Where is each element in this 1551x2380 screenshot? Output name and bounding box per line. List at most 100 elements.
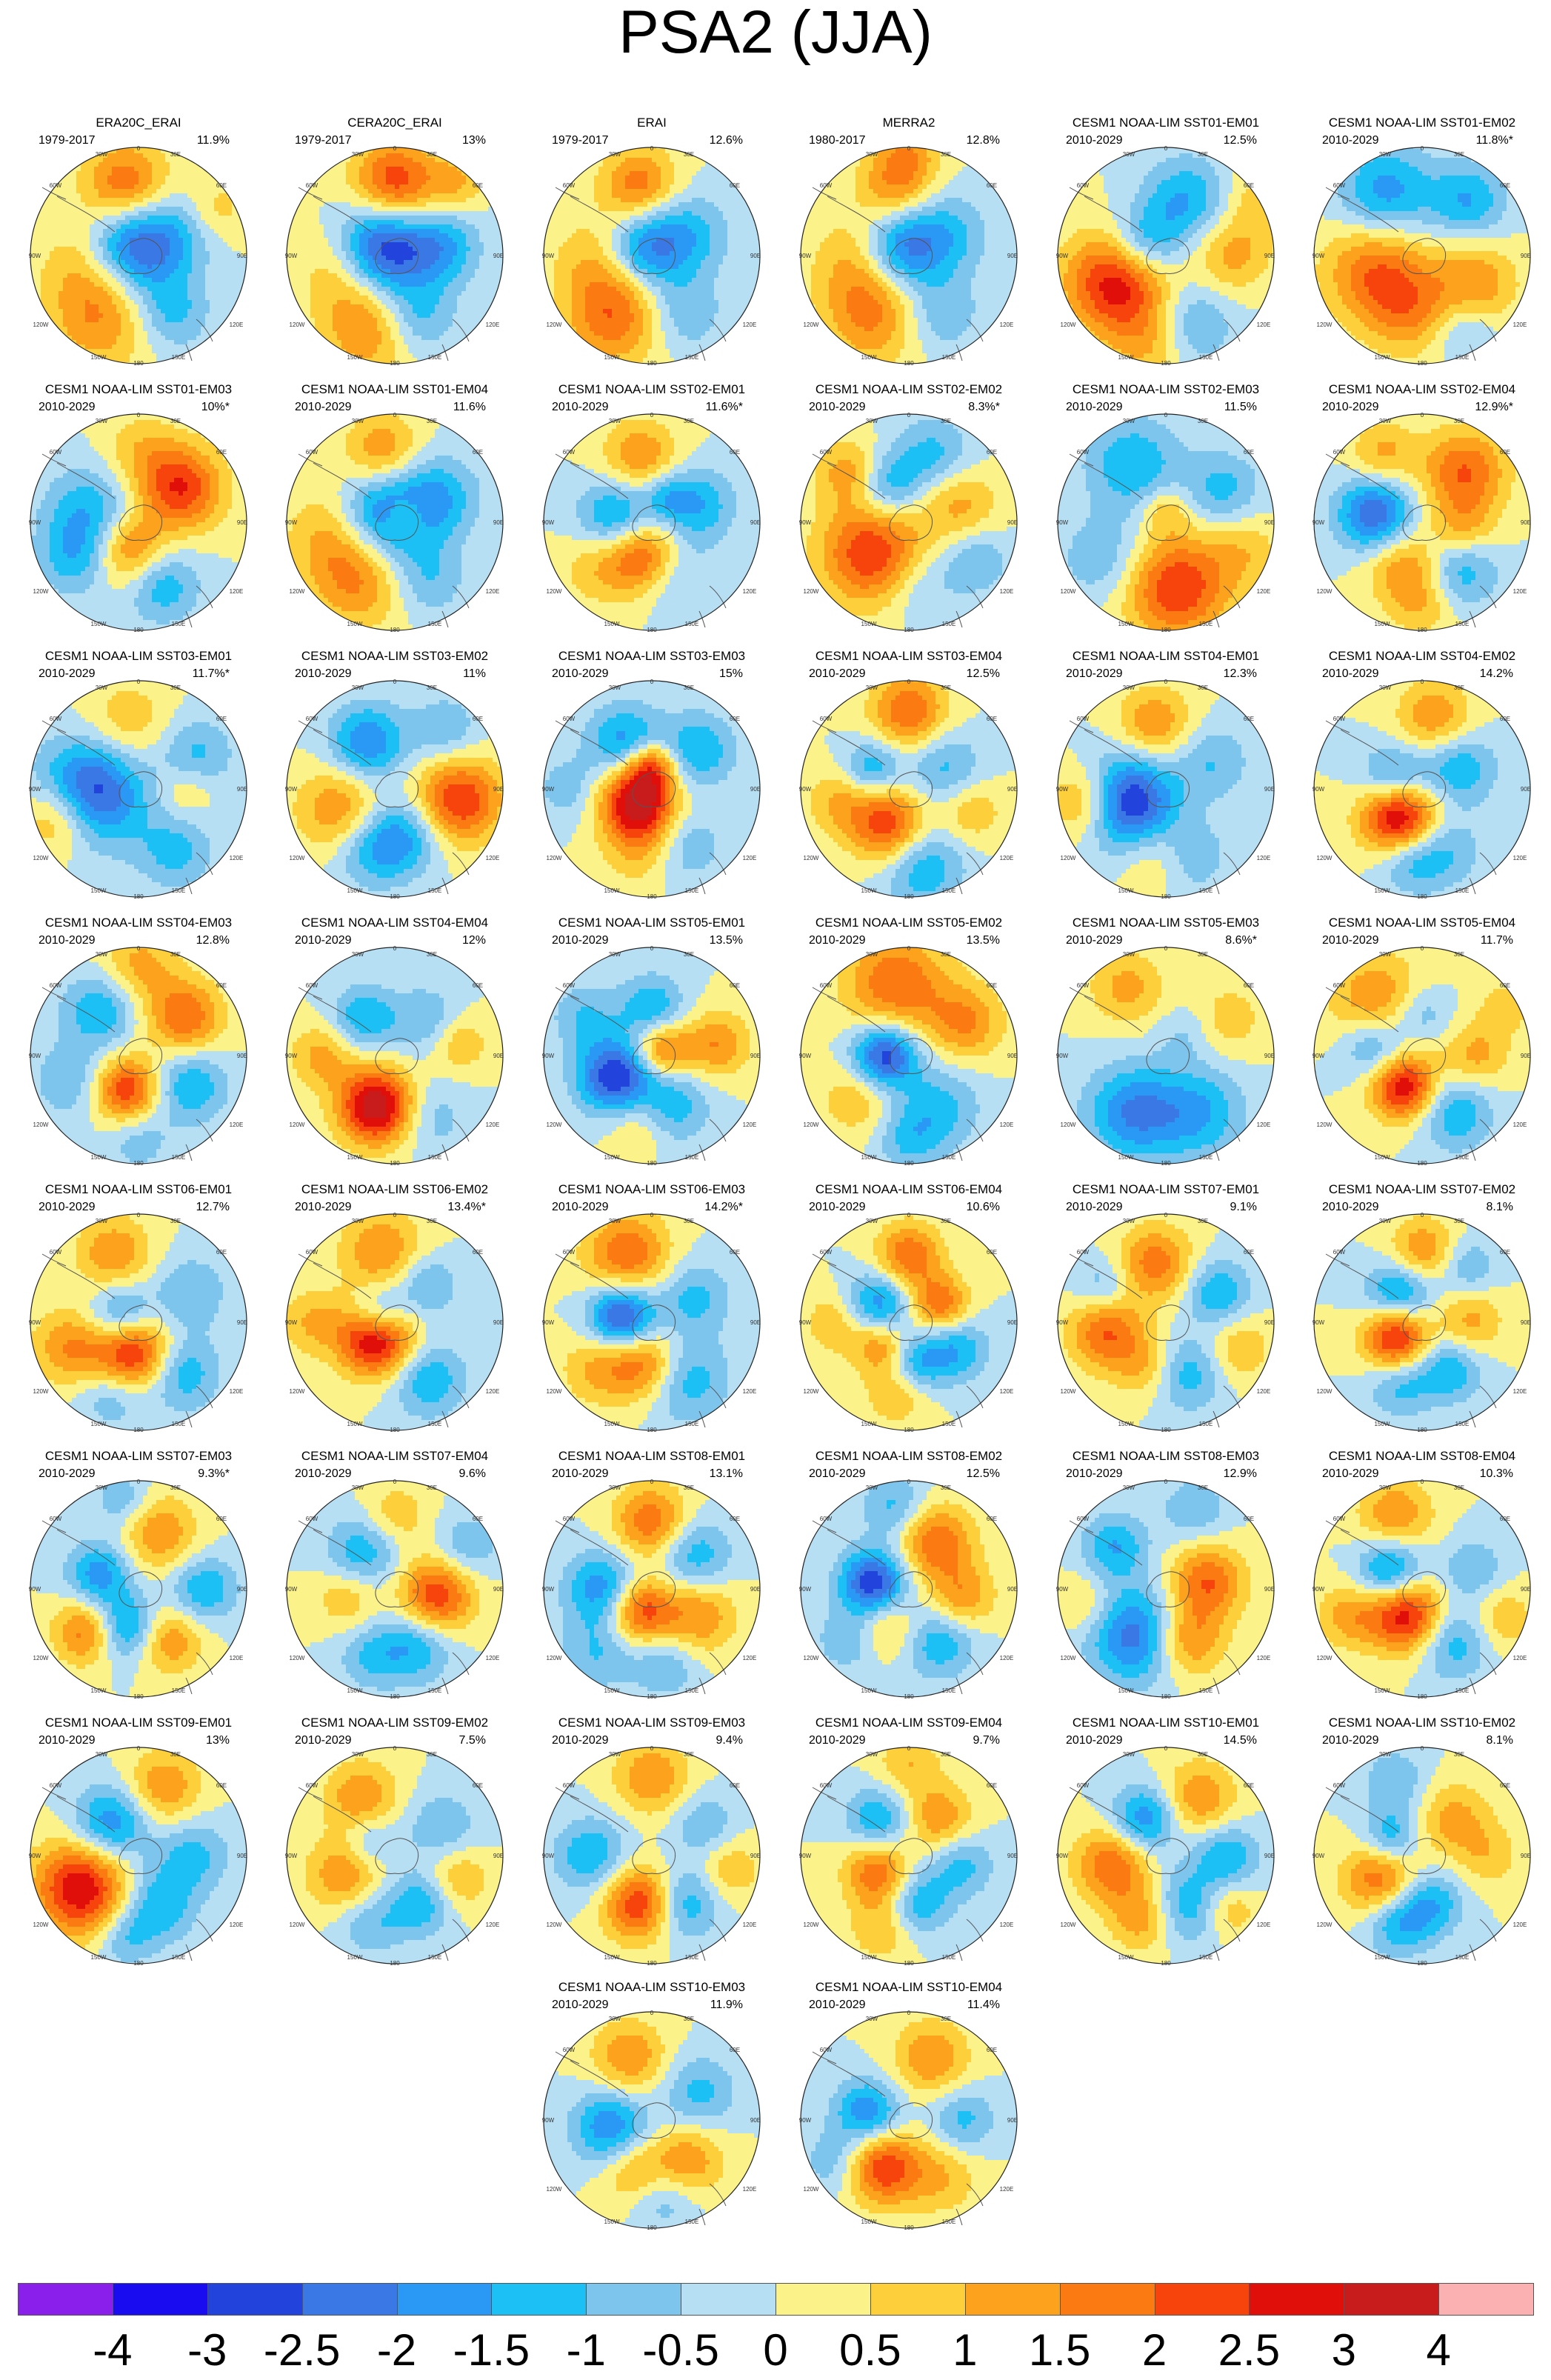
longitude-label: 30W [1379,1484,1392,1491]
longitude-label: 60W [563,449,576,456]
longitude-label: 120W [804,1388,819,1395]
longitude-label: 90W [1312,1853,1325,1859]
longitude-label: 0 [137,145,141,152]
longitude-label: 60E [1244,716,1254,722]
longitude-label: 30W [609,2016,621,2022]
longitude-label: 120E [1257,1655,1271,1661]
panel-title: CESM1 NOAA-LIM SST02-EM04 [1300,381,1544,398]
longitude-label: 60E [730,1249,740,1256]
map-panel: CESM1 NOAA-LIM SST02-EM02 2010-2029 8.3%* 0… [787,381,1031,648]
longitude-label: 90W [1312,1319,1325,1326]
map-panel: CESM1 NOAA-LIM SST06-EM03 2010-2029 14.2%*… [530,1181,774,1448]
longitude-label: 120E [1513,321,1527,328]
longitude-label: 0 [1164,945,1168,952]
longitude-label: 30W [96,951,108,958]
colorbar [18,2283,1533,2317]
longitude-label: 90W [29,786,41,793]
longitude-label: 120W [1317,1121,1332,1128]
longitude-label: 150W [347,354,363,361]
longitude-label: 0 [393,145,397,152]
longitude-label: 0 [907,1212,911,1219]
anomaly-field [798,1211,1020,1433]
longitude-label: 0 [1421,145,1424,152]
panel-title: CESM1 NOAA-LIM SST03-EM04 [787,648,1031,664]
longitude-label: 150W [604,621,620,627]
longitude-label: 150E [1455,887,1470,894]
longitude-label: 90E [1521,253,1531,259]
longitude-label: 150E [172,1421,186,1427]
longitude-label: 30E [941,2016,951,2022]
longitude-label: 0 [650,1745,654,1752]
colorbar-segment [1155,2283,1250,2316]
longitude-label: 150E [942,621,956,627]
panel-title: CESM1 NOAA-LIM SST06-EM03 [530,1181,774,1198]
longitude-label: 30E [170,951,181,958]
longitude-label: 60W [306,1782,318,1789]
longitude-label: 0 [650,1212,654,1219]
longitude-label: 180 [647,627,657,633]
anomaly-field [798,411,1020,633]
longitude-label: 180 [390,360,400,367]
longitude-label: 60E [1244,1249,1254,1256]
map-panel: CESM1 NOAA-LIM SST03-EM02 2010-2029 11% 0 30… [273,648,517,915]
longitude-label: 120E [230,1921,244,1928]
longitude-label: 150E [685,1154,699,1161]
longitude-label: 90E [493,519,504,526]
longitude-label: 180 [904,2224,914,2231]
longitude-label: 90W [799,786,812,793]
longitude-label: 90E [237,1853,247,1859]
longitude-label: 30W [866,951,878,958]
longitude-label: 150E [172,354,186,361]
longitude-label: 120E [1513,1921,1527,1928]
longitude-label: 30E [427,1751,437,1758]
panel-title: CESM1 NOAA-LIM SST10-EM02 [1300,1715,1544,1731]
longitude-label: 180 [647,1693,657,1700]
colorbar-tick-label: 1.5 [1015,2326,1104,2375]
colorbar-tick-label: 2 [1110,2326,1199,2375]
longitude-label: 90E [1521,786,1531,793]
longitude-label: 30E [941,684,951,691]
longitude-label: 120E [743,1655,757,1661]
longitude-label: 150W [91,887,107,894]
longitude-label: 60W [306,716,318,722]
longitude-label: 120W [33,855,49,861]
longitude-label: 120E [743,1121,757,1128]
map-panel: CESM1 NOAA-LIM SST04-EM01 2010-2029 12.3% 0… [1044,648,1288,915]
map-panel: CESM1 NOAA-LIM SST03-EM03 2010-2029 15% 0 30… [530,648,774,915]
longitude-label: 120E [1513,855,1527,861]
longitude-label: 120E [743,1921,757,1928]
longitude-label: 120W [804,2186,819,2193]
anomaly-field [1055,678,1277,900]
longitude-label: 150W [861,354,877,361]
longitude-label: 30E [1198,951,1208,958]
longitude-label: 90W [29,1053,41,1059]
longitude-label: 90E [1264,1319,1275,1326]
longitude-label: 90W [285,1319,298,1326]
longitude-label: 120W [547,1121,562,1128]
anomaly-field [1311,1478,1533,1700]
panel-title: CESM1 NOAA-LIM SST09-EM01 [16,1715,261,1731]
longitude-label: 90E [750,519,761,526]
colorbar-segment [776,2283,871,2316]
colorbar-segment [113,2283,208,2316]
longitude-label: 90E [1521,519,1531,526]
longitude-label: 30E [684,151,694,158]
anomaly-field [284,678,506,900]
anomaly-field [1055,1744,1277,1967]
longitude-label: 60E [987,982,997,989]
longitude-label: 60E [1244,1782,1254,1789]
map-panel: CESM1 NOAA-LIM SST10-EM02 2010-2029 8.1% 0 3… [1300,1715,1544,1981]
longitude-label: 60W [1077,716,1090,722]
longitude-label: 90W [542,519,555,526]
longitude-label: 150W [347,1421,363,1427]
map-panel: CESM1 NOAA-LIM SST04-EM04 2010-2029 12% 0 30… [273,915,517,1181]
longitude-label: 120W [290,588,305,595]
longitude-label: 150E [428,621,442,627]
panel-title: CESM1 NOAA-LIM SST10-EM04 [787,1979,1031,1996]
longitude-label: 60E [1500,1249,1510,1256]
longitude-label: 60E [987,1249,997,1256]
longitude-label: 0 [1421,1479,1424,1485]
